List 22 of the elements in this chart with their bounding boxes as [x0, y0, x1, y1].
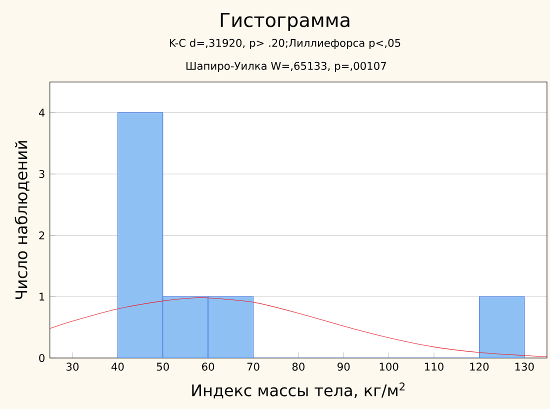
x-tick-label: 130 [515, 362, 534, 371]
x-tick-label: 100 [380, 362, 398, 371]
y-tick-label: 4 [38, 108, 45, 117]
y-tick-label: 3 [39, 170, 44, 178]
chart-subtitle: K-C d=,31920, p> .20;Лиллиефорса p<,05 [170, 38, 400, 49]
y-tick-label: 2 [39, 231, 44, 240]
x-tick-label: 60 [202, 362, 214, 371]
y-axis-title: Число наблюдений [14, 141, 30, 299]
x-tick-label: 80 [292, 362, 304, 371]
x-tick-label: 90 [338, 362, 350, 371]
x-tick-label: 40 [111, 362, 124, 371]
x-tick-label: 70 [247, 362, 260, 371]
y-tick-label: 0 [39, 354, 45, 362]
chart-title: Гистограмма [220, 12, 350, 31]
text: Шапиро-Уилка W=,65133, p=,00107 [186, 62, 386, 72]
x-axis-title: Индекс массы тела, кг/м$^{2}$ [192, 382, 405, 398]
x-tick-label: 110 [425, 362, 444, 371]
line-series [50, 297, 547, 358]
x-tick-label: 30 [66, 362, 79, 371]
y-tick-label: 1 [40, 292, 44, 301]
x-tick-label: 50 [156, 362, 169, 371]
x-tick-label: 120 [470, 362, 489, 371]
